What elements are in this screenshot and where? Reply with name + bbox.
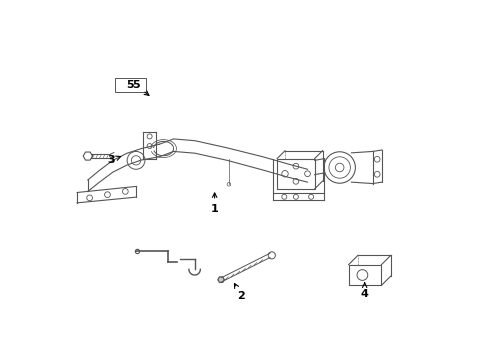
Bar [277,158,315,189]
Text: 1: 1 [211,193,219,213]
Text: 5: 5 [126,80,134,90]
Text: 4: 4 [361,283,368,299]
Text: 2: 2 [234,284,245,301]
Text: 5: 5 [132,80,149,95]
FancyBboxPatch shape [115,78,146,93]
Polygon shape [218,277,224,283]
Text: 3: 3 [107,156,121,165]
Bar [348,265,381,285]
